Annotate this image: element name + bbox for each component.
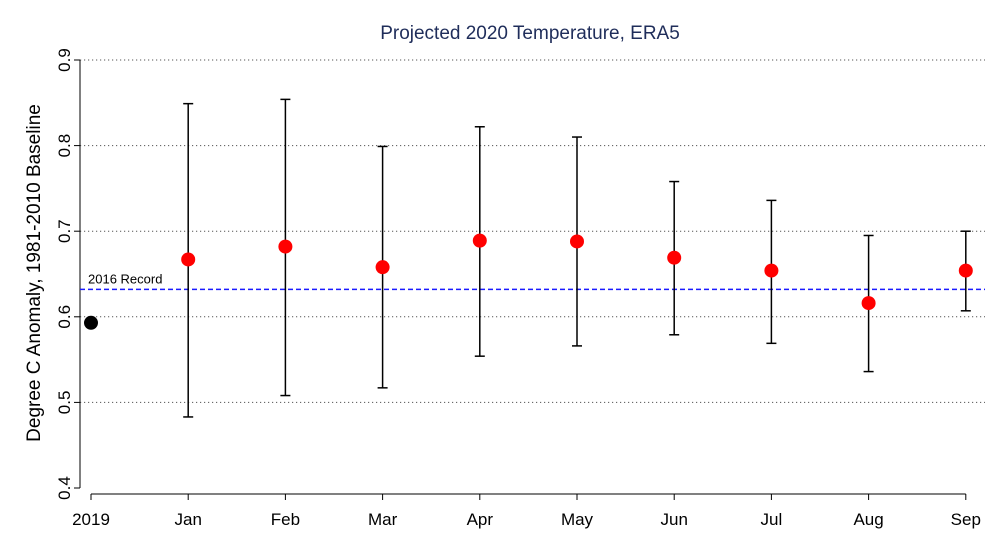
reference-line-group: 2016 Record xyxy=(80,271,985,291)
error-bars xyxy=(183,98,971,418)
data-point xyxy=(375,260,390,275)
data-point xyxy=(570,234,584,249)
data-point xyxy=(958,263,973,278)
y-tick-label: 0.7 xyxy=(55,219,74,243)
y-tick-label: 0.4 xyxy=(55,476,74,500)
x-tick-label: Feb xyxy=(271,510,300,529)
x-tick-label: Jul xyxy=(761,510,783,529)
y-tick-label: 0.8 xyxy=(55,134,74,158)
data-point xyxy=(764,263,779,278)
y-tick-label: 0.5 xyxy=(55,391,74,415)
y-axis-label: Degree C Anomaly, 1981-2010 Baseline xyxy=(24,104,45,442)
data-point xyxy=(667,250,682,265)
data-point xyxy=(278,239,293,254)
gridlines xyxy=(80,59,985,403)
x-tick-label: Apr xyxy=(467,510,494,529)
x-tick-label: Aug xyxy=(853,510,883,529)
data-point xyxy=(472,233,487,248)
reference-line-label: 2016 Record xyxy=(88,271,162,286)
data-point xyxy=(84,315,98,330)
data-point xyxy=(181,252,196,267)
data-points xyxy=(84,233,973,330)
x-tick-label: 2019 xyxy=(72,510,110,529)
x-tick-label: Jun xyxy=(660,510,687,529)
x-tick-label: Mar xyxy=(368,510,398,529)
chart-title: Projected 2020 Temperature, ERA5 xyxy=(380,23,680,44)
axes: 0.4 0.5 0.6 0.7 0.8 0.9 2019 Jan Feb Mar Apr May Jun… xyxy=(55,48,981,529)
data-point xyxy=(861,296,876,311)
y-tick-label: 0.9 xyxy=(55,48,74,72)
x-tick-label: May xyxy=(561,510,594,529)
x-tick-label: Sep xyxy=(951,510,981,529)
y-tick-label: 0.6 xyxy=(55,305,74,329)
x-tick-label: Jan xyxy=(174,510,201,529)
